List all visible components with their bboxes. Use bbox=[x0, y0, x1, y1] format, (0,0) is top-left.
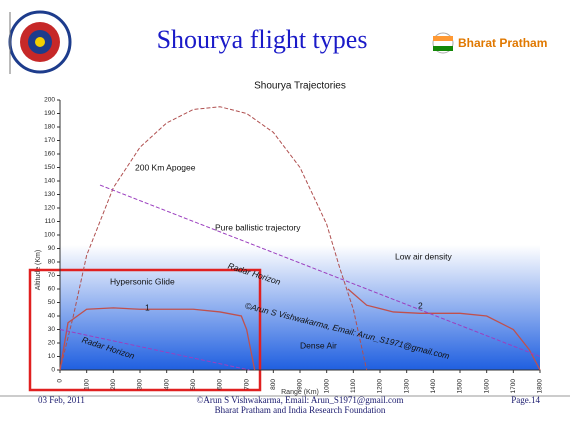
x-tick-label: 500 bbox=[190, 379, 197, 390]
x-axis-label: Range (Km) bbox=[281, 389, 319, 396]
annotation: 200 Km Apogee bbox=[135, 162, 196, 172]
x-tick-label: 1700 bbox=[510, 379, 517, 394]
flag bbox=[432, 32, 454, 54]
chart-title: Shourya Trajectories bbox=[254, 81, 346, 92]
slide-title: Shourya flight types bbox=[157, 25, 368, 54]
annotation: Hypersonic Glide bbox=[110, 276, 175, 286]
y-tick-label: 150 bbox=[44, 164, 55, 171]
x-tick-label: 1300 bbox=[403, 379, 410, 394]
trajectory bbox=[59, 106, 368, 371]
footer-credit: ©Arun S Vishwakarma, Email: Arun_S1971@g… bbox=[197, 395, 404, 405]
y-tick-label: 60 bbox=[48, 286, 56, 293]
x-tick-label: 800 bbox=[270, 379, 277, 390]
x-tick-label: 700 bbox=[243, 379, 250, 390]
x-tick-label: 1800 bbox=[537, 379, 544, 394]
footer-page: Page.14 bbox=[511, 395, 540, 405]
annotation: 2 bbox=[418, 300, 423, 310]
y-tick-label: 110 bbox=[45, 218, 56, 225]
y-tick-label: 170 bbox=[44, 137, 55, 144]
atmosphere bbox=[60, 245, 540, 370]
trajectory bbox=[347, 288, 541, 371]
y-tick-label: 30 bbox=[48, 326, 56, 333]
annotation: Low air density bbox=[395, 251, 452, 261]
trajectory bbox=[59, 329, 250, 371]
y-tick-label: 100 bbox=[44, 232, 55, 239]
y-tick-label: 40 bbox=[48, 313, 56, 320]
y-tick-label: 70 bbox=[48, 272, 56, 279]
y-tick-label: 200 bbox=[44, 97, 55, 104]
y-tick-label: 140 bbox=[44, 178, 55, 185]
y-tick-label: 130 bbox=[44, 191, 55, 198]
y-tick-label: 180 bbox=[44, 124, 55, 131]
y-tick-label: 80 bbox=[48, 259, 56, 266]
x-tick-label: 400 bbox=[163, 379, 170, 390]
footer-org: Bharat Pratham and India Research Founda… bbox=[215, 405, 386, 415]
annotation: Dense Air bbox=[300, 340, 337, 350]
y-tick-label: 0 bbox=[51, 367, 55, 374]
x-tick-label: 300 bbox=[137, 379, 144, 390]
x-tick-label: 1600 bbox=[483, 379, 490, 394]
y-tick-label: 50 bbox=[48, 299, 56, 306]
x-tick-label: 900 bbox=[297, 379, 304, 390]
x-tick-label: 600 bbox=[217, 379, 224, 390]
footer-date: 03 Feb, 2011 bbox=[38, 395, 85, 405]
annotation: 1 bbox=[145, 302, 150, 312]
logo bbox=[8, 10, 72, 74]
y-tick-label: 120 bbox=[44, 205, 55, 212]
x-tick-label: 1200 bbox=[377, 379, 384, 394]
trajectory bbox=[99, 184, 541, 357]
y-tick-label: 10 bbox=[48, 353, 56, 360]
trajectory bbox=[59, 307, 256, 371]
x-tick-label: 1100 bbox=[350, 379, 357, 393]
highlight-box bbox=[28, 268, 262, 392]
y-tick-label: 190 bbox=[44, 110, 55, 117]
y-tick-label: 160 bbox=[44, 151, 55, 158]
x-tick-label: 200 bbox=[110, 379, 117, 390]
x-tick-label: 1400 bbox=[430, 379, 437, 394]
y-tick-label: 20 bbox=[48, 340, 56, 347]
y-tick-label: 90 bbox=[48, 245, 56, 252]
x-tick-label: 100 bbox=[83, 379, 90, 390]
annotation: Pure ballistic trajectory bbox=[215, 222, 301, 232]
x-tick-label: 1500 bbox=[457, 379, 464, 394]
brand: Bharat Pratham bbox=[458, 36, 547, 50]
x-tick-label: 1000 bbox=[323, 379, 330, 394]
x-tick-label: 0 bbox=[57, 379, 64, 383]
